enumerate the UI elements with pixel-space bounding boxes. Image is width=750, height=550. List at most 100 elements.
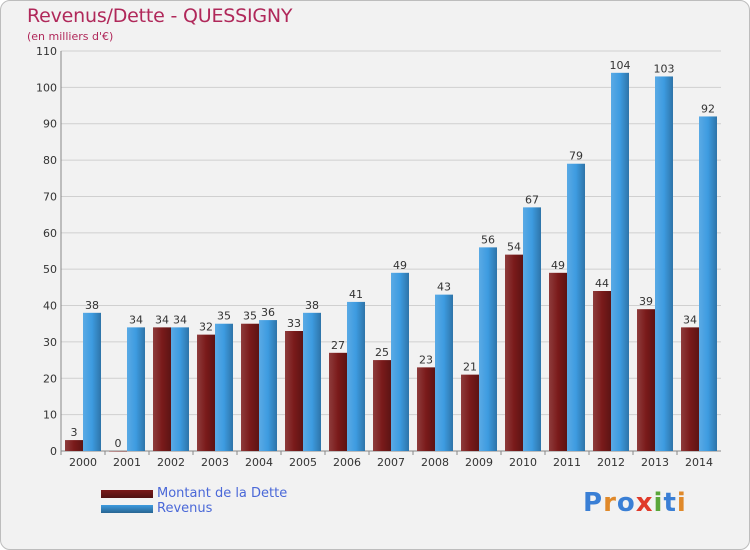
bar-revenus	[215, 323, 233, 451]
legend-label-revenus: Revenus	[157, 501, 213, 516]
bar-dette	[593, 291, 611, 451]
legend-swatch-dette	[101, 490, 153, 498]
data-label-revenus: 38	[305, 299, 319, 312]
bar-dette	[197, 334, 215, 451]
logo-letter: i	[653, 488, 664, 518]
x-tick-label: 2011	[553, 456, 581, 469]
bar-revenus	[83, 312, 101, 451]
bar-revenus	[523, 207, 541, 451]
data-label-revenus: 67	[525, 193, 539, 206]
legend-label-dette: Montant de la Dette	[157, 486, 288, 501]
bar-dette	[681, 327, 699, 451]
y-tick-label: 40	[43, 300, 57, 313]
x-tick-label: 2003	[201, 456, 229, 469]
x-tick-label: 2004	[245, 456, 273, 469]
legend-swatch-revenus	[101, 505, 153, 513]
x-tick-label: 2008	[421, 456, 449, 469]
data-label-dette: 49	[551, 259, 565, 272]
bar-revenus	[611, 72, 629, 452]
bar-dette	[153, 327, 171, 451]
bar-revenus	[391, 272, 409, 451]
logo-letter: x	[635, 488, 654, 518]
bar-revenus	[655, 76, 673, 452]
x-tick-label: 2014	[685, 456, 713, 469]
bar-dette	[549, 272, 567, 451]
bar-dette	[65, 440, 83, 451]
data-label-revenus: 35	[217, 310, 231, 323]
bar-dette	[109, 451, 127, 452]
data-label-dette: 39	[639, 295, 653, 308]
y-tick-label: 80	[43, 154, 57, 167]
bar-revenus	[259, 320, 277, 451]
y-tick-label: 110	[36, 45, 57, 58]
logo-letter: r	[603, 488, 617, 518]
data-label-dette: 21	[463, 361, 477, 374]
x-tick-label: 2010	[509, 456, 537, 469]
y-tick-label: 100	[36, 81, 57, 94]
data-label-dette: 32	[199, 321, 213, 334]
bar-dette	[373, 360, 391, 451]
data-label-dette: 25	[375, 346, 389, 359]
data-label-revenus: 104	[610, 59, 631, 72]
data-label-dette: 3	[71, 426, 78, 439]
bar-dette	[329, 352, 347, 451]
bar-chart: 0 10 20 30 40 50 60 70 80 90 100 110 3 38 2000 0 34 2001 3…	[36, 45, 721, 469]
logo-letter: o	[616, 488, 636, 518]
bar-revenus	[303, 312, 321, 451]
x-tick-label: 2006	[333, 456, 361, 469]
data-label-revenus: 38	[85, 299, 99, 312]
data-label-dette: 44	[595, 277, 609, 290]
bar-revenus	[479, 247, 497, 451]
y-tick-label: 60	[43, 227, 57, 240]
data-label-dette: 34	[155, 313, 169, 326]
data-label-dette: 0	[115, 437, 122, 450]
bar-revenus	[567, 163, 585, 451]
data-label-revenus: 41	[349, 288, 363, 301]
data-label-revenus: 36	[261, 306, 275, 319]
data-label-dette: 27	[331, 339, 345, 352]
y-tick-label: 0	[50, 445, 57, 458]
bar-dette	[417, 367, 435, 451]
data-label-revenus: 49	[393, 259, 407, 272]
data-label-dette: 34	[683, 313, 697, 326]
y-tick-label: 70	[43, 190, 57, 203]
data-label-revenus: 56	[481, 233, 495, 246]
proxiti-logo: Proxiti	[583, 488, 687, 518]
data-label-revenus: 79	[569, 150, 583, 163]
bar-dette	[285, 331, 303, 451]
bar-revenus	[347, 301, 365, 451]
chart-subtitle: (en milliers d'€)	[27, 30, 114, 43]
bar-dette	[241, 323, 259, 451]
x-tick-label: 2007	[377, 456, 405, 469]
bar-dette	[505, 254, 523, 451]
data-label-dette: 33	[287, 317, 301, 330]
data-label-dette: 54	[507, 241, 521, 254]
chart-title: Revenus/Dette - QUESSIGNY	[27, 5, 293, 27]
data-label-revenus: 92	[701, 102, 715, 115]
x-tick-label: 2000	[69, 456, 97, 469]
logo-letter: P	[583, 488, 604, 518]
x-tick-label: 2012	[597, 456, 625, 469]
data-label-revenus: 34	[173, 313, 187, 326]
bar-revenus	[171, 327, 189, 451]
logo-letter: t	[663, 488, 677, 518]
bar-revenus	[127, 327, 145, 451]
x-tick-label: 2002	[157, 456, 185, 469]
bar-dette	[461, 374, 479, 451]
y-tick-label: 30	[43, 336, 57, 349]
y-tick-label: 50	[43, 263, 57, 276]
y-tick-label: 10	[43, 409, 57, 422]
x-tick-label: 2005	[289, 456, 317, 469]
y-tick-label: 90	[43, 118, 57, 131]
x-tick-label: 2009	[465, 456, 493, 469]
bar-revenus	[435, 294, 453, 451]
x-tick-label: 2001	[113, 456, 141, 469]
bar-revenus	[699, 116, 717, 452]
data-label-dette: 23	[419, 353, 433, 366]
data-label-dette: 35	[243, 310, 257, 323]
bar-dette	[637, 309, 655, 451]
data-label-revenus: 103	[654, 62, 675, 75]
y-tick-label: 20	[43, 372, 57, 385]
data-label-revenus: 43	[437, 281, 451, 294]
